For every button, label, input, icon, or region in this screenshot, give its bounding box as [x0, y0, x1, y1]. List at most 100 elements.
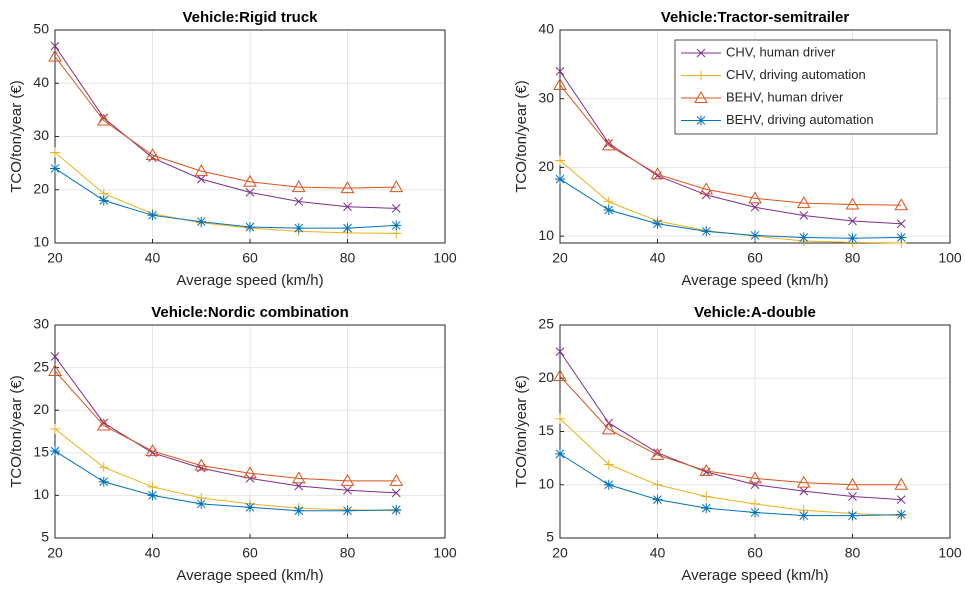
marker [604, 139, 614, 148]
y-tick-label: 40 [33, 74, 49, 90]
marker [294, 481, 304, 491]
marker [798, 232, 809, 243]
axes-box [559, 29, 951, 244]
y-tick-label: 30 [33, 127, 49, 143]
y-tick-label: 5 [41, 529, 49, 545]
x-tick-label: 60 [747, 545, 763, 561]
marker [391, 488, 401, 498]
legend-label: BEHV, human driver [726, 89, 844, 104]
marker [555, 155, 565, 166]
marker [650, 167, 665, 180]
marker [343, 202, 352, 212]
marker [196, 498, 207, 509]
marker [340, 473, 355, 486]
x-tick-label: 40 [650, 250, 666, 266]
y-tick-label: 20 [33, 401, 49, 417]
x-tick-label: 20 [552, 250, 568, 266]
y-tick-label: 50 [33, 21, 49, 37]
marker [99, 113, 109, 123]
marker [245, 222, 255, 233]
marker [343, 485, 352, 495]
y-tick-label: 20 [33, 180, 49, 196]
x-tick-label: 80 [845, 545, 861, 561]
series-line [54, 450, 397, 512]
marker [50, 423, 60, 434]
marker [50, 41, 60, 51]
marker [50, 352, 60, 361]
marker [603, 459, 614, 470]
marker [701, 503, 712, 514]
x-tick-label: 80 [340, 250, 356, 266]
axes-box [54, 29, 446, 244]
y-axis-label: TCO/ton/year (€) [513, 80, 530, 193]
marker [194, 164, 209, 177]
marker [652, 494, 663, 505]
series-line [559, 70, 902, 225]
marker [701, 190, 711, 200]
marker [148, 153, 157, 163]
series-line [559, 453, 902, 517]
y-tick-label: 20 [538, 158, 554, 174]
marker [50, 163, 60, 174]
marker [340, 181, 355, 194]
legend-label: CHV, driving automation [726, 67, 866, 82]
legend-marker [694, 90, 708, 103]
x-tick-label: 20 [552, 545, 568, 561]
marker [99, 418, 109, 428]
marker [652, 218, 663, 229]
marker [48, 49, 62, 62]
marker [196, 216, 207, 227]
y-tick-label: 40 [538, 21, 554, 37]
marker [50, 446, 60, 457]
marker [391, 220, 402, 231]
marker [389, 473, 404, 486]
marker [243, 174, 257, 187]
marker [652, 479, 663, 490]
x-tick-label: 40 [145, 250, 161, 266]
x-tick-label: 60 [747, 250, 763, 266]
y-axis-label: TCO/ton/year (€) [8, 80, 25, 193]
marker [553, 77, 567, 90]
marker [750, 202, 760, 212]
chart-title: Vehicle:Rigid truck [182, 9, 318, 26]
marker [342, 223, 353, 234]
marker [896, 509, 907, 520]
marker [555, 66, 565, 76]
marker [798, 510, 809, 521]
x-tick-label: 60 [242, 545, 258, 561]
marker [389, 180, 404, 193]
marker [98, 195, 109, 206]
marker [799, 211, 809, 220]
x-axis-label: Average speed (km/h) [681, 272, 828, 289]
x-tick-label: 20 [47, 250, 63, 266]
marker [894, 477, 909, 490]
x-tick-label: 40 [650, 545, 666, 561]
marker [894, 198, 909, 211]
marker [96, 113, 111, 126]
marker [847, 510, 858, 521]
y-tick-label: 25 [33, 358, 49, 374]
marker [845, 477, 860, 490]
marker [848, 216, 857, 226]
marker [48, 364, 62, 377]
y-tick-label: 30 [538, 89, 554, 105]
legend-label: BEHV, driving automation [726, 112, 874, 127]
y-tick-label: 10 [538, 227, 554, 243]
y-tick-label: 10 [538, 475, 554, 491]
x-tick-label: 80 [340, 545, 356, 561]
marker [293, 223, 304, 234]
series-line [559, 418, 902, 517]
series-line [54, 56, 397, 189]
x-tick-label: 100 [433, 250, 457, 266]
marker [553, 369, 567, 382]
marker [748, 191, 762, 204]
x-tick-label: 80 [845, 250, 861, 266]
x-tick-label: 100 [938, 545, 962, 561]
x-tick-label: 100 [433, 545, 457, 561]
marker [196, 463, 206, 473]
marker [196, 174, 206, 184]
legend-marker [696, 48, 706, 58]
marker [847, 233, 858, 244]
marker [650, 447, 665, 460]
chart-title: Vehicle:A-double [694, 304, 816, 321]
